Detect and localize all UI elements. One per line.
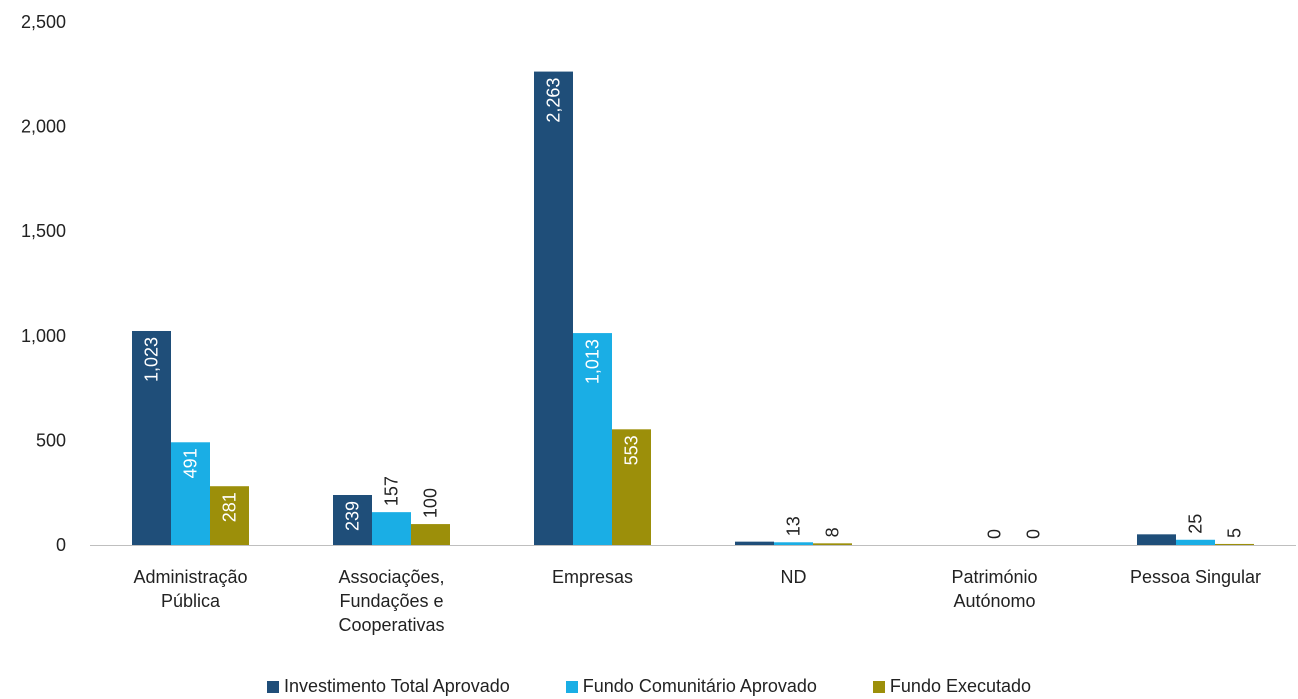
legend-swatch (565, 680, 578, 693)
legend-label: Fundo Executado (889, 676, 1032, 696)
data-label: 1,023 (142, 337, 162, 382)
data-label: 157 (382, 476, 402, 506)
category-label: Património Autónomo (951, 567, 1037, 611)
bar (813, 543, 852, 545)
category-label: ND (781, 567, 807, 587)
category-label: Pessoa Singular (1130, 567, 1261, 587)
legend-label: Fundo Comunitário Aprovado (582, 676, 817, 696)
chart-legend: Investimento Total Aprovado Fundo Comunit… (0, 676, 1298, 697)
data-label: 0 (985, 529, 1005, 539)
category-label: Associações, Fundações e Cooperativas (338, 567, 444, 635)
data-label: 8 (823, 527, 843, 537)
legend-item: Investimento Total Aprovado (266, 676, 510, 697)
bar (1176, 539, 1215, 545)
bar (1137, 534, 1176, 545)
data-label: 281 (220, 492, 240, 522)
bar (333, 495, 372, 545)
bar (411, 524, 450, 545)
y-tick-label: 2,000 (21, 117, 66, 137)
data-label: 553 (622, 435, 642, 465)
bar (573, 333, 612, 545)
bar (1215, 543, 1254, 545)
data-label: 13 (784, 516, 804, 536)
legend-item: Fundo Executado (872, 676, 1032, 697)
data-label: 2,263 (544, 78, 564, 123)
y-tick-label: 0 (56, 535, 66, 555)
y-tick-label: 1,500 (21, 221, 66, 241)
data-label: 5 (1225, 528, 1245, 538)
bar (372, 512, 411, 545)
legend-label: Investimento Total Aprovado (283, 676, 510, 696)
data-label: 239 (343, 501, 363, 531)
bar (132, 330, 171, 545)
bar (612, 429, 651, 545)
category-label: Administração Pública (133, 567, 247, 611)
legend-swatch (872, 680, 885, 693)
bar-chart: 05001,0001,5002,0002,5001,023491281Admin… (21, 12, 1296, 635)
bar (171, 442, 210, 545)
data-label: 491 (181, 448, 201, 478)
category-label: Empresas (552, 567, 633, 587)
bar (735, 541, 774, 545)
bar (774, 542, 813, 545)
y-tick-label: 2,500 (21, 12, 66, 32)
data-label: 25 (1186, 514, 1206, 534)
legend-swatch (266, 680, 279, 693)
data-label: 0 (1024, 529, 1044, 539)
legend-item: Fundo Comunitário Aprovado (565, 676, 817, 697)
data-label: 100 (421, 488, 441, 518)
data-label: 1,013 (583, 339, 603, 384)
y-tick-label: 500 (36, 430, 66, 450)
bar (210, 486, 249, 545)
bar (534, 71, 573, 546)
y-tick-label: 1,000 (21, 326, 66, 346)
